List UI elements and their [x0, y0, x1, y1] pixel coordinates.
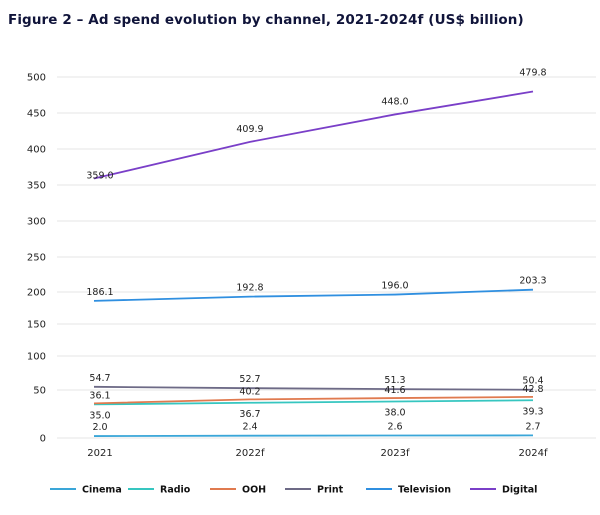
- data-label-television-2024f: 203.3: [519, 276, 546, 287]
- y-tick-label-400: 400: [27, 145, 46, 156]
- chart-title: Figure 2 – Ad spend evolution by channel…: [8, 12, 524, 28]
- x-tick-label-2022f: 2022f: [236, 448, 265, 459]
- data-label-ooh-2021: 36.1: [89, 390, 110, 401]
- series-lines: [93, 90, 534, 437]
- gridlines: [57, 76, 596, 439]
- series-line-cinema: [93, 434, 534, 437]
- y-tick-label-350: 350: [27, 181, 46, 192]
- series-line-television: [93, 288, 534, 302]
- y-tick-label-100: 100: [27, 352, 46, 363]
- data-label-print-2023f: 51.3: [384, 375, 405, 386]
- data-label-digital-2024f: 479.8: [519, 68, 546, 79]
- data-label-digital-2022f: 409.9: [236, 124, 263, 135]
- legend-label-television: Television: [398, 485, 451, 496]
- data-label-ooh-2024f: 42.8: [522, 384, 543, 395]
- legend-label-radio: Radio: [160, 485, 191, 496]
- legend-label-cinema: Cinema: [82, 485, 122, 496]
- data-label-cinema-2023f: 2.6: [387, 422, 402, 433]
- x-tick-label-2023f: 2023f: [381, 448, 410, 459]
- y-tick-label-250: 250: [27, 253, 46, 264]
- data-label-digital-2023f: 448.0: [381, 96, 408, 107]
- data-label-television-2023f: 196.0: [381, 281, 408, 292]
- legend-label-ooh: OOH: [242, 485, 266, 496]
- data-labels: 2.0 2.4 2.6 2.7 35.0 36.7 38.0 39.3 36.1 40.2 41.6…: [86, 68, 546, 434]
- legend-label-print: Print: [317, 485, 344, 496]
- data-label-radio-2024f: 39.3: [522, 406, 543, 417]
- data-label-print-2021: 54.7: [89, 373, 110, 384]
- series-line-radio: [93, 399, 534, 406]
- y-tick-label-500: 500: [27, 73, 46, 84]
- y-axis: 0 50 100 150 200 250 300 350 400 450 500: [27, 73, 46, 445]
- series-line-ooh: [93, 396, 534, 405]
- y-tick-label-0: 0: [40, 434, 46, 445]
- data-label-television-2021: 186.1: [86, 287, 113, 298]
- x-tick-label-2021: 2021: [87, 448, 112, 459]
- legend-label-digital: Digital: [502, 485, 537, 496]
- data-label-print-2022f: 52.7: [239, 374, 260, 385]
- data-label-radio-2021: 35.0: [89, 410, 110, 421]
- y-tick-label-50: 50: [33, 386, 46, 397]
- data-label-ooh-2023f: 41.6: [384, 385, 405, 396]
- data-label-cinema-2021: 2.0: [92, 422, 107, 433]
- data-label-television-2022f: 192.8: [236, 283, 263, 294]
- y-tick-label-450: 450: [27, 109, 46, 120]
- legend: Cinema Radio OOH Print Television Digital: [50, 485, 537, 496]
- data-label-cinema-2024f: 2.7: [525, 421, 540, 432]
- x-axis: 2021 2022f 2023f 2024f: [87, 448, 548, 459]
- data-label-ooh-2022f: 40.2: [239, 386, 260, 397]
- y-tick-label-200: 200: [27, 288, 46, 299]
- series-line-digital: [93, 90, 534, 180]
- y-tick-label-150: 150: [27, 320, 46, 331]
- series-line-print: [93, 385, 534, 391]
- y-tick-label-300: 300: [27, 217, 46, 228]
- data-label-radio-2022f: 36.7: [239, 409, 260, 420]
- data-label-radio-2023f: 38.0: [384, 408, 405, 419]
- data-label-print-2024f: 50.4: [522, 376, 543, 387]
- data-label-digital-2021: 359.0: [86, 171, 113, 182]
- x-tick-label-2024f: 2024f: [519, 448, 548, 459]
- data-label-cinema-2022f: 2.4: [242, 422, 257, 433]
